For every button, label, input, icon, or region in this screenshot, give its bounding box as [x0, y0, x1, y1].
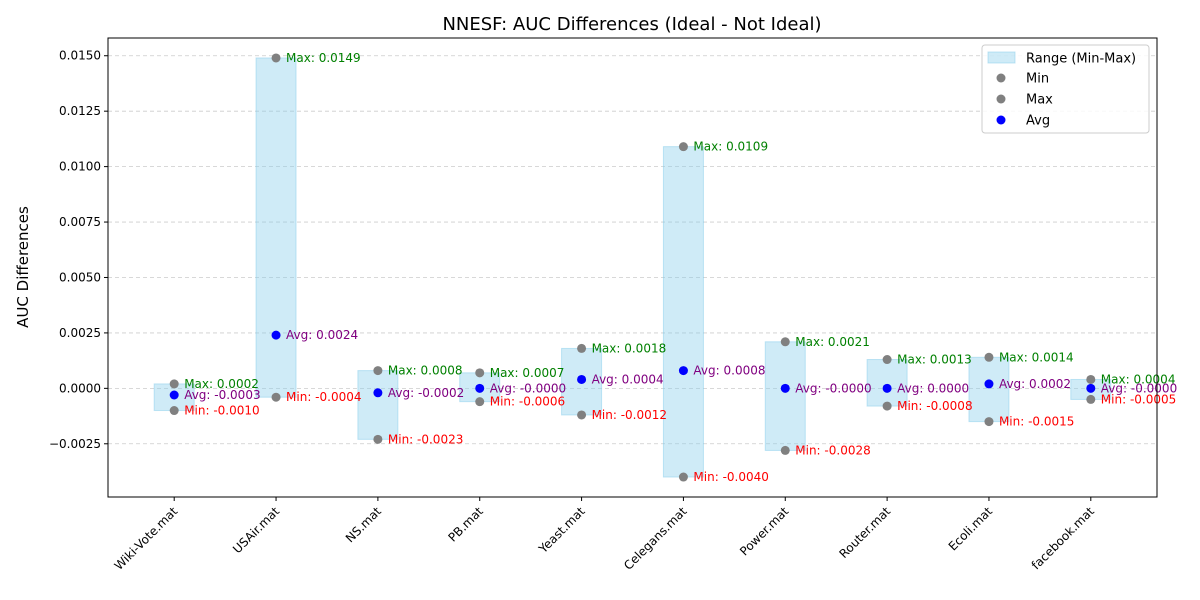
data-points [169, 53, 1096, 482]
min-point [984, 417, 994, 427]
max-label: Max: 0.0013 [897, 353, 972, 367]
avg-label: Avg: 0.0024 [286, 328, 358, 342]
avg-point [169, 390, 179, 400]
avg-point [882, 383, 892, 393]
avg-label: Avg: -0.0000 [1101, 381, 1177, 395]
min-label: Min: -0.0028 [795, 443, 870, 457]
y-tick-label: 0.0050 [59, 270, 101, 284]
min-label: Min: -0.0004 [286, 390, 361, 404]
min-point [475, 397, 485, 407]
range-bar [866, 359, 908, 407]
max-point [577, 343, 587, 353]
min-point [882, 401, 892, 411]
avg-point [475, 383, 485, 393]
y-tick-label: 0.0100 [59, 160, 101, 174]
min-label: Min: -0.0015 [999, 415, 1074, 429]
legend-label: Max [1026, 93, 1053, 108]
y-tick-label: 0.0150 [59, 49, 101, 63]
max-point [678, 142, 688, 152]
min-label: Min: -0.0023 [388, 432, 463, 446]
avg-point [1086, 383, 1096, 393]
min-point [1086, 394, 1096, 404]
avg-label: Avg: 0.0004 [592, 372, 664, 386]
min-label: Min: -0.0008 [897, 399, 972, 413]
avg-point [984, 379, 994, 389]
legend-swatch-max [996, 94, 1006, 104]
legend-swatch-range [987, 51, 1016, 64]
legend: Range (Min-Max) Min Max Avg [981, 44, 1150, 134]
y-tick-label: 0.0075 [59, 215, 101, 229]
min-point [678, 472, 688, 482]
avg-point [780, 383, 790, 393]
max-point [780, 337, 790, 347]
avg-label: Avg: 0.0000 [897, 381, 969, 395]
avg-label: Avg: 0.0008 [693, 364, 765, 378]
range-bar [968, 356, 1010, 423]
max-point [882, 355, 892, 365]
max-point [984, 352, 994, 362]
range-bar [357, 370, 399, 440]
avg-label: Avg: -0.0002 [388, 386, 464, 400]
min-point [373, 434, 383, 444]
max-point [169, 379, 179, 389]
avg-label: Avg: -0.0000 [795, 381, 871, 395]
max-label: Max: 0.0109 [693, 140, 768, 154]
range-bars [153, 57, 1112, 478]
legend-swatch-avg [996, 115, 1006, 125]
max-label: Max: 0.0008 [388, 364, 463, 378]
min-point [577, 410, 587, 420]
max-point [1086, 374, 1096, 384]
legend-label: Avg [1026, 114, 1050, 129]
legend-box [981, 44, 1150, 134]
plot-frame [107, 37, 1158, 498]
min-label: Min: -0.0012 [592, 408, 667, 422]
avg-label: Avg: -0.0003 [184, 388, 260, 402]
legend-swatch-min [996, 73, 1006, 83]
avg-point [271, 330, 281, 340]
y-tick-label: 0.0025 [59, 326, 101, 340]
y-tick-label: 0.0000 [59, 381, 101, 395]
min-label: Min: -0.0006 [490, 395, 565, 409]
max-point [271, 53, 281, 63]
max-label: Max: 0.0021 [795, 335, 870, 349]
max-label: Max: 0.0007 [490, 366, 565, 380]
y-axis: −0.0025 0.0000 0.0025 0.0050 0.0075 0.0100 0.0… [49, 49, 108, 451]
range-bar [255, 57, 297, 398]
chart-title: NNESF: AUC Differences (Ideal - Not Idea… [442, 14, 821, 35]
min-point [271, 392, 281, 402]
max-label: Max: 0.0002 [184, 377, 259, 391]
max-label: Max: 0.0014 [999, 350, 1074, 364]
range-bar [662, 146, 704, 478]
min-label: Min: -0.0010 [184, 404, 259, 418]
max-label: Max: 0.0018 [592, 341, 667, 355]
legend-label: Min [1026, 72, 1049, 87]
legend-label: Range (Min-Max) [1026, 52, 1136, 67]
y-tick-label: −0.0025 [49, 437, 101, 451]
min-point [780, 445, 790, 455]
y-tick-label: 0.0125 [59, 104, 101, 118]
avg-label: Avg: -0.0000 [490, 381, 566, 395]
max-label: Max: 0.0149 [286, 51, 361, 65]
y-axis-label: AUC Differences [14, 206, 32, 328]
max-point [373, 366, 383, 376]
avg-point [678, 366, 688, 376]
avg-point [577, 374, 587, 384]
min-point [169, 406, 179, 416]
avg-point [373, 388, 383, 398]
avg-label: Avg: 0.0002 [999, 377, 1071, 391]
max-point [475, 368, 485, 378]
range-bar [764, 341, 806, 451]
min-label: Min: -0.0040 [693, 470, 768, 484]
